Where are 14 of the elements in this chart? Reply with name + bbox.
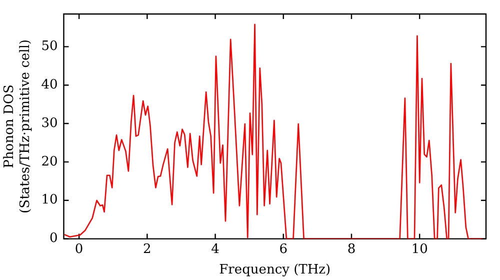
x-axis-title: Frequency (THz) bbox=[219, 262, 331, 278]
x-tick-label: 2 bbox=[143, 242, 152, 257]
y-axis-title: Phonon DOS (States/THz·primitive cell) bbox=[2, 39, 33, 214]
x-tick-label: 8 bbox=[347, 242, 356, 257]
x-tick-label: 0 bbox=[74, 242, 84, 257]
y-tick-label: 50 bbox=[41, 39, 58, 54]
x-tick-label: 4 bbox=[211, 242, 220, 257]
y-tick-label: 20 bbox=[41, 154, 58, 170]
y-tick-label: 0 bbox=[49, 231, 58, 246]
y-tick-label: 30 bbox=[41, 116, 58, 131]
x-tick-label: 10 bbox=[411, 242, 428, 257]
x-tick-label: 6 bbox=[279, 242, 288, 257]
y-tick-label: 10 bbox=[41, 192, 58, 208]
y-tick-label: 40 bbox=[41, 77, 58, 92]
